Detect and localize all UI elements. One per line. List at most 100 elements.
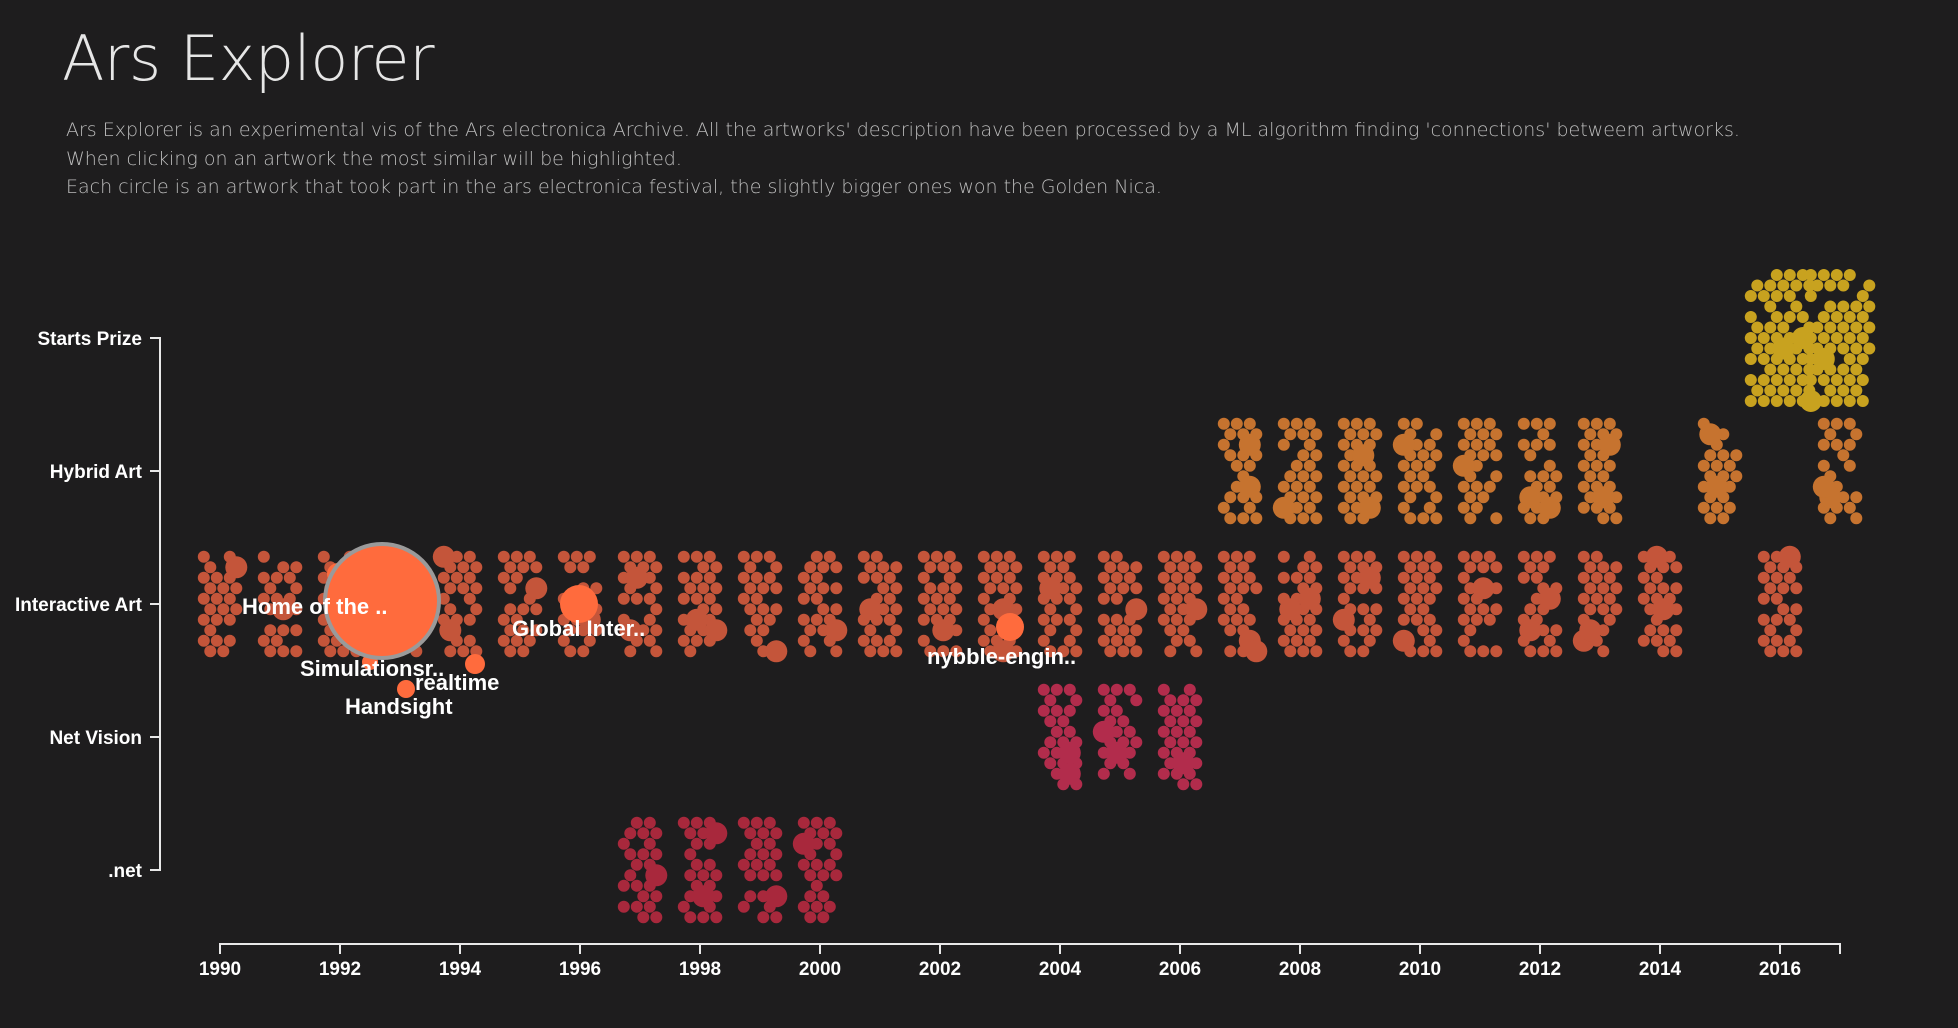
artwork-dot[interactable] xyxy=(1817,417,1830,430)
artwork-dot[interactable] xyxy=(924,603,937,616)
artwork-dot[interactable] xyxy=(810,858,823,871)
artwork-dot[interactable] xyxy=(517,624,530,637)
artwork-dot[interactable] xyxy=(564,645,577,658)
artwork-dot[interactable] xyxy=(1830,332,1843,344)
artwork-dot[interactable] xyxy=(750,858,763,871)
artwork-dot[interactable] xyxy=(530,624,543,637)
artwork-dot[interactable] xyxy=(804,911,817,924)
similar-artwork-dot[interactable] xyxy=(560,585,598,623)
golden-nica-dot[interactable] xyxy=(1799,390,1822,412)
artwork-dot[interactable] xyxy=(1843,459,1856,472)
artwork-dot[interactable] xyxy=(1757,353,1770,365)
artwork-dot[interactable] xyxy=(690,634,703,647)
artwork-dot[interactable] xyxy=(883,571,896,584)
artwork-dot[interactable] xyxy=(457,561,470,574)
artwork-dot[interactable] xyxy=(1517,417,1530,430)
artwork-dot[interactable] xyxy=(1830,311,1843,323)
artwork-dot[interactable] xyxy=(1657,645,1670,658)
artwork-dot[interactable] xyxy=(1290,459,1303,472)
artwork-dot[interactable] xyxy=(817,890,830,903)
artwork-dot[interactable] xyxy=(1843,438,1856,451)
artwork-dot[interactable] xyxy=(1337,501,1350,514)
artwork-dot[interactable] xyxy=(1856,290,1869,302)
artwork-dot[interactable] xyxy=(1117,645,1130,658)
artwork-dot[interactable] xyxy=(943,550,956,563)
artwork-dot[interactable] xyxy=(1751,321,1764,334)
golden-nica-dot[interactable] xyxy=(1279,598,1302,621)
artwork-dot[interactable] xyxy=(984,561,997,574)
artwork-dot[interactable] xyxy=(1490,512,1503,525)
artwork-dot[interactable] xyxy=(977,634,990,647)
artwork-dot[interactable] xyxy=(1817,374,1830,386)
artwork-dot[interactable] xyxy=(257,634,270,647)
artwork-dot[interactable] xyxy=(1770,634,1783,647)
artwork-dot[interactable] xyxy=(1584,470,1597,483)
artwork-dot[interactable] xyxy=(557,634,570,647)
artwork-dot[interactable] xyxy=(1850,300,1863,313)
artwork-dot[interactable] xyxy=(1577,417,1590,430)
artwork-dot[interactable] xyxy=(1730,449,1743,462)
artwork-dot[interactable] xyxy=(1063,634,1076,647)
artwork-dot[interactable] xyxy=(890,645,903,658)
artwork-dot[interactable] xyxy=(1404,561,1417,574)
artwork-dot[interactable] xyxy=(1670,624,1683,637)
artwork-dot[interactable] xyxy=(937,561,950,574)
artwork-dot[interactable] xyxy=(1837,363,1850,376)
artwork-dot[interactable] xyxy=(937,603,950,616)
artwork-dot[interactable] xyxy=(1670,582,1683,595)
artwork-dot[interactable] xyxy=(1157,613,1170,626)
artwork-dot[interactable] xyxy=(1597,603,1610,616)
artwork-dot[interactable] xyxy=(1410,613,1423,626)
golden-nica-dot[interactable] xyxy=(1645,545,1668,568)
artwork-dot[interactable] xyxy=(984,582,997,595)
artwork-dot[interactable] xyxy=(1764,321,1777,334)
golden-nica-dot[interactable] xyxy=(792,832,815,855)
artwork-dot[interactable] xyxy=(1597,582,1610,595)
artwork-dot[interactable] xyxy=(1757,374,1770,386)
artwork-dot[interactable] xyxy=(1717,512,1730,525)
artwork-dot[interactable] xyxy=(1224,512,1237,525)
artwork-dot[interactable] xyxy=(1790,624,1803,637)
artwork-dot[interactable] xyxy=(324,645,337,658)
artwork-dot[interactable] xyxy=(744,624,757,637)
artwork-dot[interactable] xyxy=(1397,501,1410,514)
artwork-dot[interactable] xyxy=(1783,395,1796,407)
artwork-dot[interactable] xyxy=(437,571,450,584)
artwork-dot[interactable] xyxy=(684,848,697,861)
artwork-dot[interactable] xyxy=(1764,561,1777,574)
artwork-dot[interactable] xyxy=(1457,501,1470,514)
artwork-dot[interactable] xyxy=(1710,459,1723,472)
artwork-dot[interactable] xyxy=(630,879,643,892)
artwork-dot[interactable] xyxy=(1337,592,1350,605)
artwork-dot[interactable] xyxy=(924,582,937,595)
artwork-dot[interactable] xyxy=(650,911,663,924)
artwork-dot[interactable] xyxy=(1603,592,1616,605)
artwork-dot[interactable] xyxy=(1164,694,1177,707)
artwork-dot[interactable] xyxy=(1044,694,1057,707)
artwork-dot[interactable] xyxy=(1050,613,1063,626)
artwork-dot[interactable] xyxy=(1363,480,1376,493)
artwork-dot[interactable] xyxy=(1063,683,1076,696)
artwork-dot[interactable] xyxy=(1217,613,1230,626)
artwork-dot[interactable] xyxy=(990,550,1003,563)
golden-nica-dot[interactable] xyxy=(645,864,668,887)
artwork-dot[interactable] xyxy=(1417,512,1430,525)
artwork-dot[interactable] xyxy=(1410,480,1423,493)
artwork-dot[interactable] xyxy=(1070,694,1083,707)
artwork-dot[interactable] xyxy=(1397,592,1410,605)
artwork-dot[interactable] xyxy=(943,592,956,605)
artwork-dot[interactable] xyxy=(1830,269,1843,281)
artwork-dot[interactable] xyxy=(1837,279,1850,292)
artwork-dot[interactable] xyxy=(1123,725,1136,738)
artwork-dot[interactable] xyxy=(1856,395,1869,407)
artwork-dot[interactable] xyxy=(270,634,283,647)
artwork-dot[interactable] xyxy=(264,582,277,595)
artwork-dot[interactable] xyxy=(750,592,763,605)
artwork-dot[interactable] xyxy=(1050,725,1063,738)
artwork-dot[interactable] xyxy=(1404,582,1417,595)
golden-nica-dot[interactable] xyxy=(625,566,648,589)
artwork-dot[interactable] xyxy=(1337,480,1350,493)
artwork-dot[interactable] xyxy=(1044,736,1057,749)
artwork-dot[interactable] xyxy=(204,561,217,574)
artwork-dot[interactable] xyxy=(1590,571,1603,584)
